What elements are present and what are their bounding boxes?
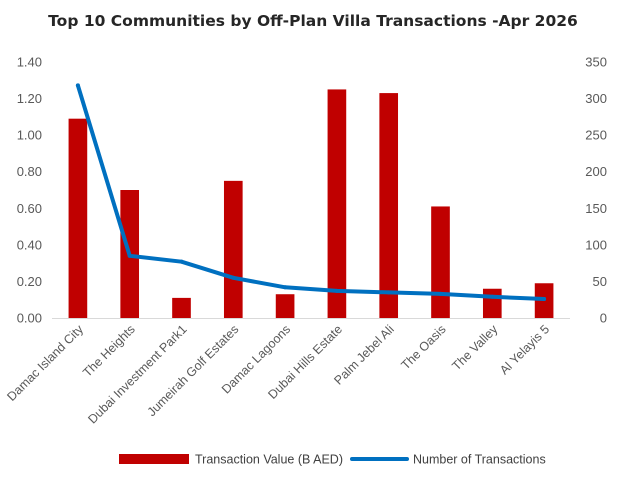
y-right-tick-label: 0 [600, 311, 607, 326]
x-tick-label: The Heights [80, 322, 138, 380]
y-right-tick-label: 200 [585, 164, 607, 179]
bar [431, 206, 450, 318]
x-tick-label: The Oasis [398, 322, 448, 372]
y-right-tick-label: 150 [585, 201, 607, 216]
x-tick-label: Damac Island City [4, 322, 86, 404]
y-right-tick-label: 100 [585, 237, 607, 252]
bar [172, 297, 191, 318]
legend-bar-label: Transaction Value (B AED) [195, 453, 343, 467]
bar [223, 180, 243, 318]
line-point [334, 288, 339, 293]
x-tick-label: The Valley [449, 322, 501, 374]
y-right-tick-label: 350 [585, 55, 607, 70]
bar [275, 294, 295, 318]
line-point [438, 291, 443, 296]
y-left-tick-label: 0.40 [17, 237, 42, 252]
y-left-tick-label: 0.80 [17, 164, 42, 179]
line-point [386, 290, 391, 295]
legend-bar-swatch [119, 454, 189, 464]
y-right-tick-label: 250 [585, 128, 607, 143]
chart-title: Top 10 Communities by Off-Plan Villa Tra… [48, 12, 578, 30]
x-tick-label: Dubai Investment Park1 [85, 322, 189, 426]
line-point [179, 259, 184, 264]
y-left-tick-label: 0.20 [17, 274, 42, 289]
legend-line-label: Number of Transactions [413, 453, 546, 467]
x-tick-label: Al Yelayis 5 [497, 322, 552, 377]
bar [68, 118, 88, 318]
line-point [75, 83, 80, 88]
y-left-tick-label: 0.00 [17, 311, 42, 326]
line-point [542, 296, 547, 301]
bar [379, 93, 399, 318]
line-point [127, 253, 132, 258]
line-point [283, 285, 288, 290]
line-series [75, 83, 547, 301]
line-point [490, 294, 495, 299]
y-right-tick-label: 50 [593, 274, 607, 289]
y-right-tick-label: 300 [585, 91, 607, 106]
bar [327, 89, 347, 318]
y-left-tick-label: 1.20 [17, 91, 42, 106]
y-left-tick-label: 1.40 [17, 55, 42, 70]
y-left-tick-label: 0.60 [17, 201, 42, 216]
y-left-tick-label: 1.00 [17, 128, 42, 143]
line-point [231, 275, 236, 280]
x-tick-label: Jumeirah Golf Estates [145, 322, 242, 419]
bar [482, 288, 502, 318]
